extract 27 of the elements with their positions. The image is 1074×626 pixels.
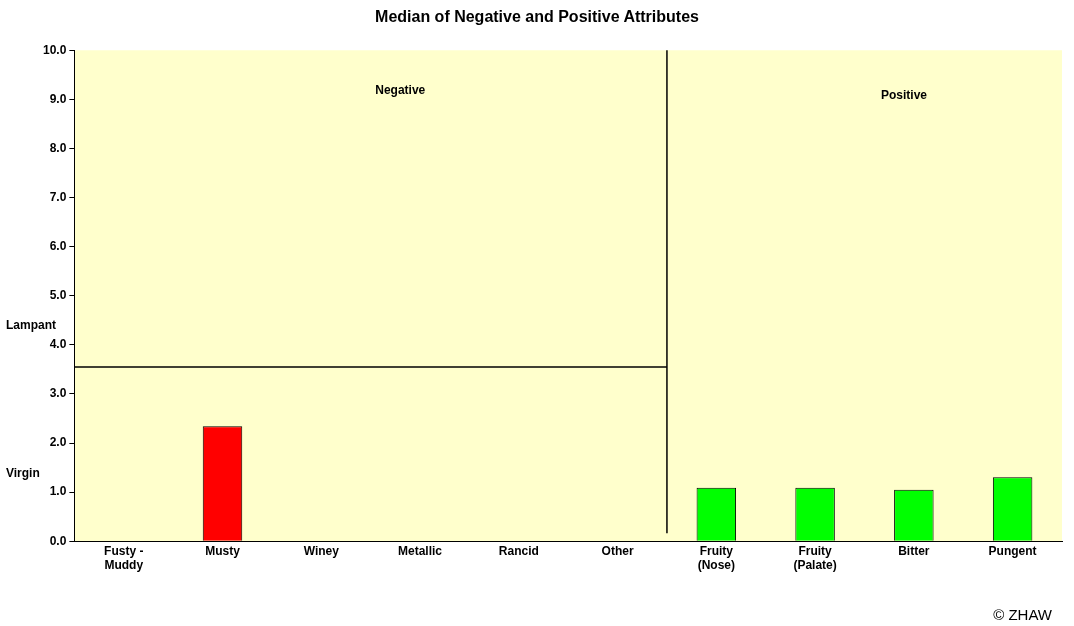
y-tick-label: 4.0: [49, 337, 67, 352]
x-tick-label: Winey: [303, 543, 340, 558]
y-tick-label: 1.0: [49, 484, 67, 499]
x-tick-label: Fruity (Palate): [793, 543, 837, 573]
x-tick-label: Fruity (Nose): [697, 543, 735, 573]
y-tick-label: 6.0: [49, 238, 67, 253]
y-tick-label: 3.0: [49, 386, 67, 401]
y-tick-label: 8.0: [49, 140, 67, 155]
x-tick-label: Pungent: [988, 543, 1037, 558]
y-tick-label: 2.0: [49, 435, 67, 450]
x-tick-label: Bitter: [898, 543, 930, 558]
x-tick-label: Rancid: [498, 543, 539, 558]
x-tick-label: Musty: [205, 543, 241, 558]
text: © ZHAW: [993, 606, 1053, 623]
text: Virgin: [6, 465, 40, 480]
annotation: Positive: [880, 88, 928, 103]
text: Lampant: [6, 318, 57, 333]
x-tick-label: Other: [601, 543, 634, 558]
y-tick-label: 9.0: [49, 91, 67, 106]
y-tick-label: 0.0: [49, 533, 67, 548]
y-tick-label: 7.0: [49, 189, 67, 204]
x-tick-label: Metallic: [398, 543, 443, 558]
x-tick-label: Fusty - Muddy: [104, 543, 144, 573]
annotation: Negative: [375, 83, 426, 98]
y-tick-label: 5.0: [49, 288, 67, 303]
chart-title: Median of Negative and Positive Attributes: [374, 8, 700, 26]
y-tick-label: 10.0: [43, 42, 67, 57]
